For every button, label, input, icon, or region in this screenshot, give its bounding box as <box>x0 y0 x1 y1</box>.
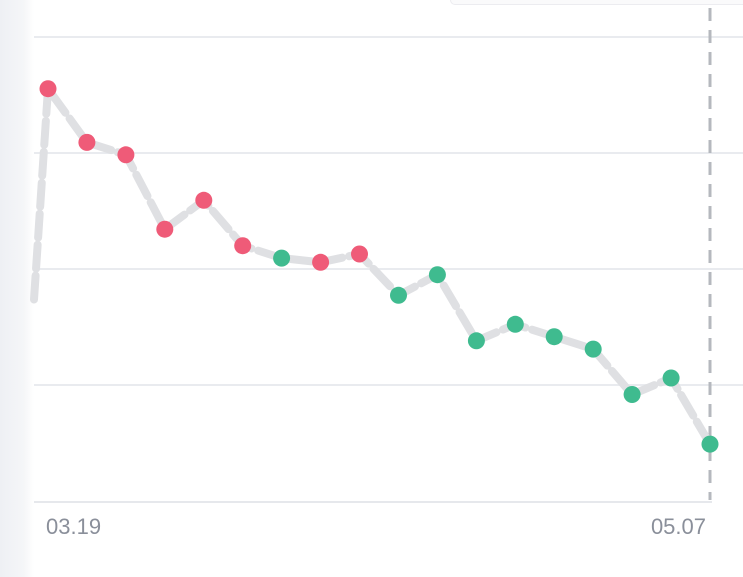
top-panel-edge <box>450 0 743 5</box>
data-points <box>39 80 719 453</box>
data-point[interactable] <box>312 253 330 271</box>
left-panel-edge <box>0 0 34 577</box>
series-line <box>30 84 714 449</box>
data-point[interactable] <box>351 245 368 263</box>
data-point[interactable] <box>78 133 96 151</box>
data-point[interactable] <box>390 286 407 304</box>
x-tick-label-end: 05.07 <box>651 514 706 539</box>
data-point[interactable] <box>701 435 719 453</box>
data-point[interactable] <box>156 220 174 238</box>
data-point[interactable] <box>428 266 446 284</box>
data-point[interactable] <box>545 328 563 346</box>
data-point[interactable] <box>584 340 602 358</box>
data-point[interactable] <box>506 315 524 333</box>
grid-lines <box>34 36 743 386</box>
data-point[interactable] <box>39 80 57 98</box>
data-point[interactable] <box>195 191 213 209</box>
data-point[interactable] <box>662 369 680 387</box>
data-point[interactable] <box>623 386 641 403</box>
data-point[interactable] <box>467 332 485 350</box>
data-point[interactable] <box>234 237 252 255</box>
data-point[interactable] <box>273 249 291 267</box>
x-tick-label-start: 03.19 <box>46 514 101 539</box>
data-point[interactable] <box>117 146 135 164</box>
